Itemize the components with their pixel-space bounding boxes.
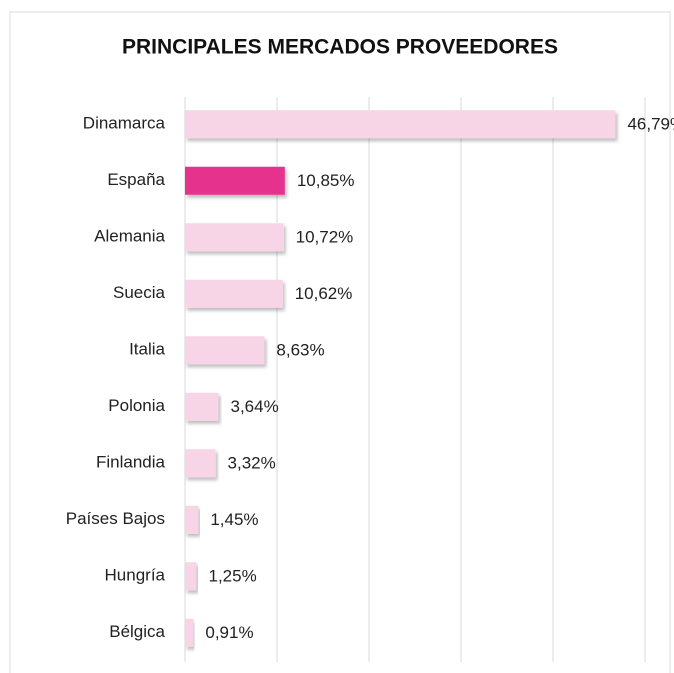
data-label: 1,45% bbox=[210, 510, 258, 529]
y-tick-label: Finlandia bbox=[96, 453, 166, 472]
y-tick-label: España bbox=[107, 170, 165, 189]
chart-title: PRINCIPALES MERCADOS PROVEEDORES bbox=[122, 36, 558, 59]
chart-frame bbox=[9, 11, 671, 673]
bar bbox=[185, 279, 283, 308]
data-label: 3,64% bbox=[230, 397, 278, 416]
data-label: 1,25% bbox=[209, 567, 257, 586]
data-label: 0,91% bbox=[205, 623, 253, 642]
y-tick-label: Países Bajos bbox=[66, 509, 165, 528]
y-tick-label: Suecia bbox=[113, 283, 166, 302]
y-tick-label: Dinamarca bbox=[83, 114, 166, 133]
data-label: 10,85% bbox=[297, 171, 355, 190]
y-tick-label: Polonia bbox=[108, 396, 165, 415]
data-label: 10,72% bbox=[296, 228, 354, 247]
bar bbox=[185, 166, 285, 195]
bar bbox=[185, 449, 216, 478]
y-tick-label: Hungría bbox=[105, 566, 166, 585]
data-label: 10,62% bbox=[295, 284, 353, 303]
data-label: 8,63% bbox=[276, 341, 324, 360]
bar bbox=[185, 392, 219, 421]
bar bbox=[185, 505, 199, 534]
data-label: 3,32% bbox=[228, 454, 276, 473]
bar bbox=[185, 110, 616, 139]
y-tick-label: Italia bbox=[129, 340, 165, 359]
bar bbox=[185, 336, 265, 365]
bar bbox=[185, 223, 284, 252]
y-tick-label: Alemania bbox=[94, 227, 165, 246]
data-label: 46,79% bbox=[627, 115, 674, 134]
bar bbox=[185, 562, 197, 591]
y-tick-label: Bélgica bbox=[109, 622, 165, 641]
bar bbox=[185, 618, 194, 647]
